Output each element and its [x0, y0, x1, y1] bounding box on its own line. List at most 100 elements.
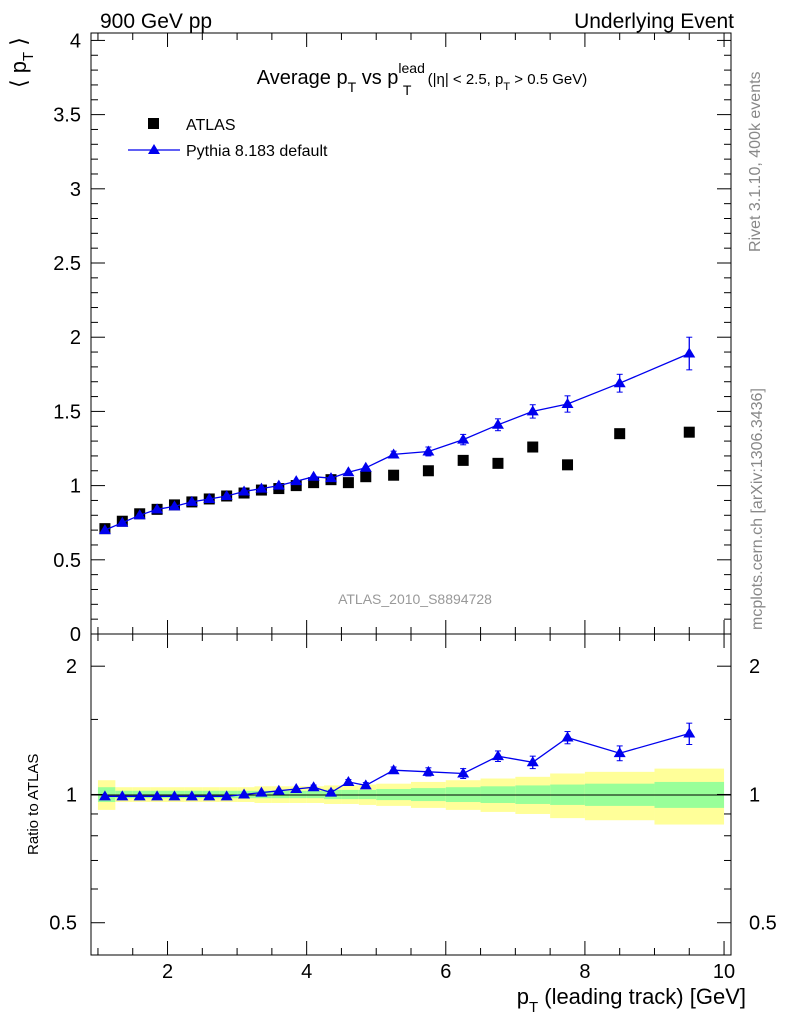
main-ytick-label: 3: [70, 179, 81, 201]
main-ytick-label: 2.5: [53, 253, 81, 275]
pythia-point: [203, 492, 216, 503]
legend-label-pythia: Pythia 8.183 default: [186, 143, 328, 160]
pythia-point: [491, 418, 504, 429]
atlas-point: [683, 426, 695, 438]
ratio-point: [185, 790, 198, 801]
atlas-point: [422, 465, 434, 477]
main-ytick-label: 3.5: [53, 105, 81, 127]
atlas-point: [492, 457, 504, 469]
ratio-point: [203, 790, 216, 801]
atlas-point: [290, 480, 302, 492]
header-left: 900 GeV pp: [100, 10, 212, 33]
pythia-point: [422, 445, 435, 456]
ratio-point: [613, 747, 626, 758]
ylabel-main: ⟨ p: [6, 61, 31, 88]
atlas-point: [308, 477, 320, 489]
ratio-frame: [90, 633, 732, 956]
main-ytick-label: 4: [70, 30, 81, 52]
ratio-point: [561, 731, 574, 742]
atlas-point: [562, 459, 574, 471]
ratio-point: [683, 727, 696, 738]
xlabel-main: p: [517, 984, 529, 1009]
title-cut-b: > 0.5 GeV): [510, 71, 587, 88]
ratio-point: [133, 790, 146, 801]
ratio-point: [290, 782, 303, 793]
pythia-point: [325, 472, 337, 483]
legend-label-atlas: ATLAS: [186, 117, 236, 134]
pythia-point: [185, 495, 198, 506]
pythia-point: [151, 503, 164, 514]
mcplots-label: mcplots.cern.ch [arXiv:1306.3436]: [749, 388, 766, 630]
ratio-point: [220, 790, 233, 801]
ratio-ytick-label-right: 2: [749, 656, 760, 678]
main-ytick-label: 0: [70, 624, 81, 646]
ratio-point: [307, 781, 320, 792]
atlas-point: [360, 471, 372, 483]
ratio-point: [151, 790, 164, 801]
main-title: Average pT vs plead T (|η| < 2.5, pT > 0.…: [257, 60, 587, 98]
pythia-point: [613, 377, 626, 388]
xlabel-rest: (leading track) [GeV]: [538, 984, 746, 1009]
title-sub1: T: [348, 79, 357, 95]
xlabel-sub: T: [529, 999, 538, 1016]
pythia-point: [168, 500, 181, 511]
ratio-point: [116, 790, 129, 801]
pythia-point: [133, 509, 146, 520]
pythia-point: [683, 347, 696, 358]
pythia-point: [387, 448, 400, 459]
ratio-point: [387, 764, 400, 775]
ratio-point: [342, 775, 355, 786]
x-tick-label: 6: [440, 961, 451, 983]
main-ytick-label: 1: [70, 476, 81, 498]
ratio-point: [422, 765, 435, 776]
ratio-ytick-label-right: 0.5: [749, 913, 777, 935]
header-right: Underlying Event: [574, 10, 734, 33]
ratio-point: [238, 788, 251, 799]
pythia-point: [342, 466, 355, 477]
pythia-point: [116, 516, 129, 527]
ratio-point: [325, 786, 337, 797]
pythia-point: [457, 433, 470, 444]
pythia-point: [307, 470, 320, 481]
atlas-point: [457, 454, 469, 466]
ratio-point: [98, 790, 111, 801]
title-sub2: T: [403, 82, 412, 98]
legend-marker-pythia: [148, 144, 160, 154]
atlas-point: [388, 469, 400, 481]
pythia-point: [561, 397, 574, 408]
pythia-point: [272, 479, 285, 490]
ratio-point: [168, 790, 181, 801]
ratio-ytick-label: 2: [66, 656, 77, 678]
x-tick-label: 10: [713, 961, 735, 983]
main-ytick-label: 2: [70, 327, 81, 349]
pythia-point: [359, 461, 372, 472]
legend-marker-atlas: [148, 118, 159, 129]
legend: ATLAS Pythia 8.183 default: [128, 117, 328, 160]
ratio-point: [457, 767, 470, 778]
atlas-point: [614, 428, 626, 440]
x-tick-label: 8: [579, 961, 590, 983]
x-axis-label: pT (leading track) [GeV]: [517, 984, 746, 1016]
ylabel-close: ⟩: [6, 37, 31, 52]
title-sup: lead: [398, 60, 424, 76]
title-prefix: Average p: [257, 67, 348, 89]
title-mid: vs p: [356, 67, 398, 89]
rivet-label: Rivet 3.1.10, 400k events: [747, 71, 764, 252]
pythia-point: [238, 485, 251, 496]
pythia-point: [526, 405, 539, 416]
ylabel-sub: T: [20, 52, 37, 61]
main-plot: Average pT vs plead T (|η| < 2.5, pT > 0.…: [6, 30, 732, 646]
pythia-point: [255, 482, 268, 493]
ratio-plot: 0.5 0.5 1 1 2 2 2 4 6 8 10 Ratio to ATLAS: [25, 633, 777, 983]
main-ytick-label: 0.5: [53, 550, 81, 572]
main-watermark: ATLAS_2010_S8894728: [338, 591, 492, 607]
title-cut-sub: T: [503, 81, 510, 93]
atlas-point: [342, 477, 354, 489]
title-cut-a: (|η| < 2.5, p: [423, 71, 503, 88]
x-tick-label: 4: [301, 961, 312, 983]
main-ylabel: ⟨ pT ⟩: [6, 37, 37, 88]
ratio-point: [272, 784, 285, 795]
ratio-point: [255, 786, 268, 797]
main-ytick-label: 1.5: [53, 401, 81, 423]
